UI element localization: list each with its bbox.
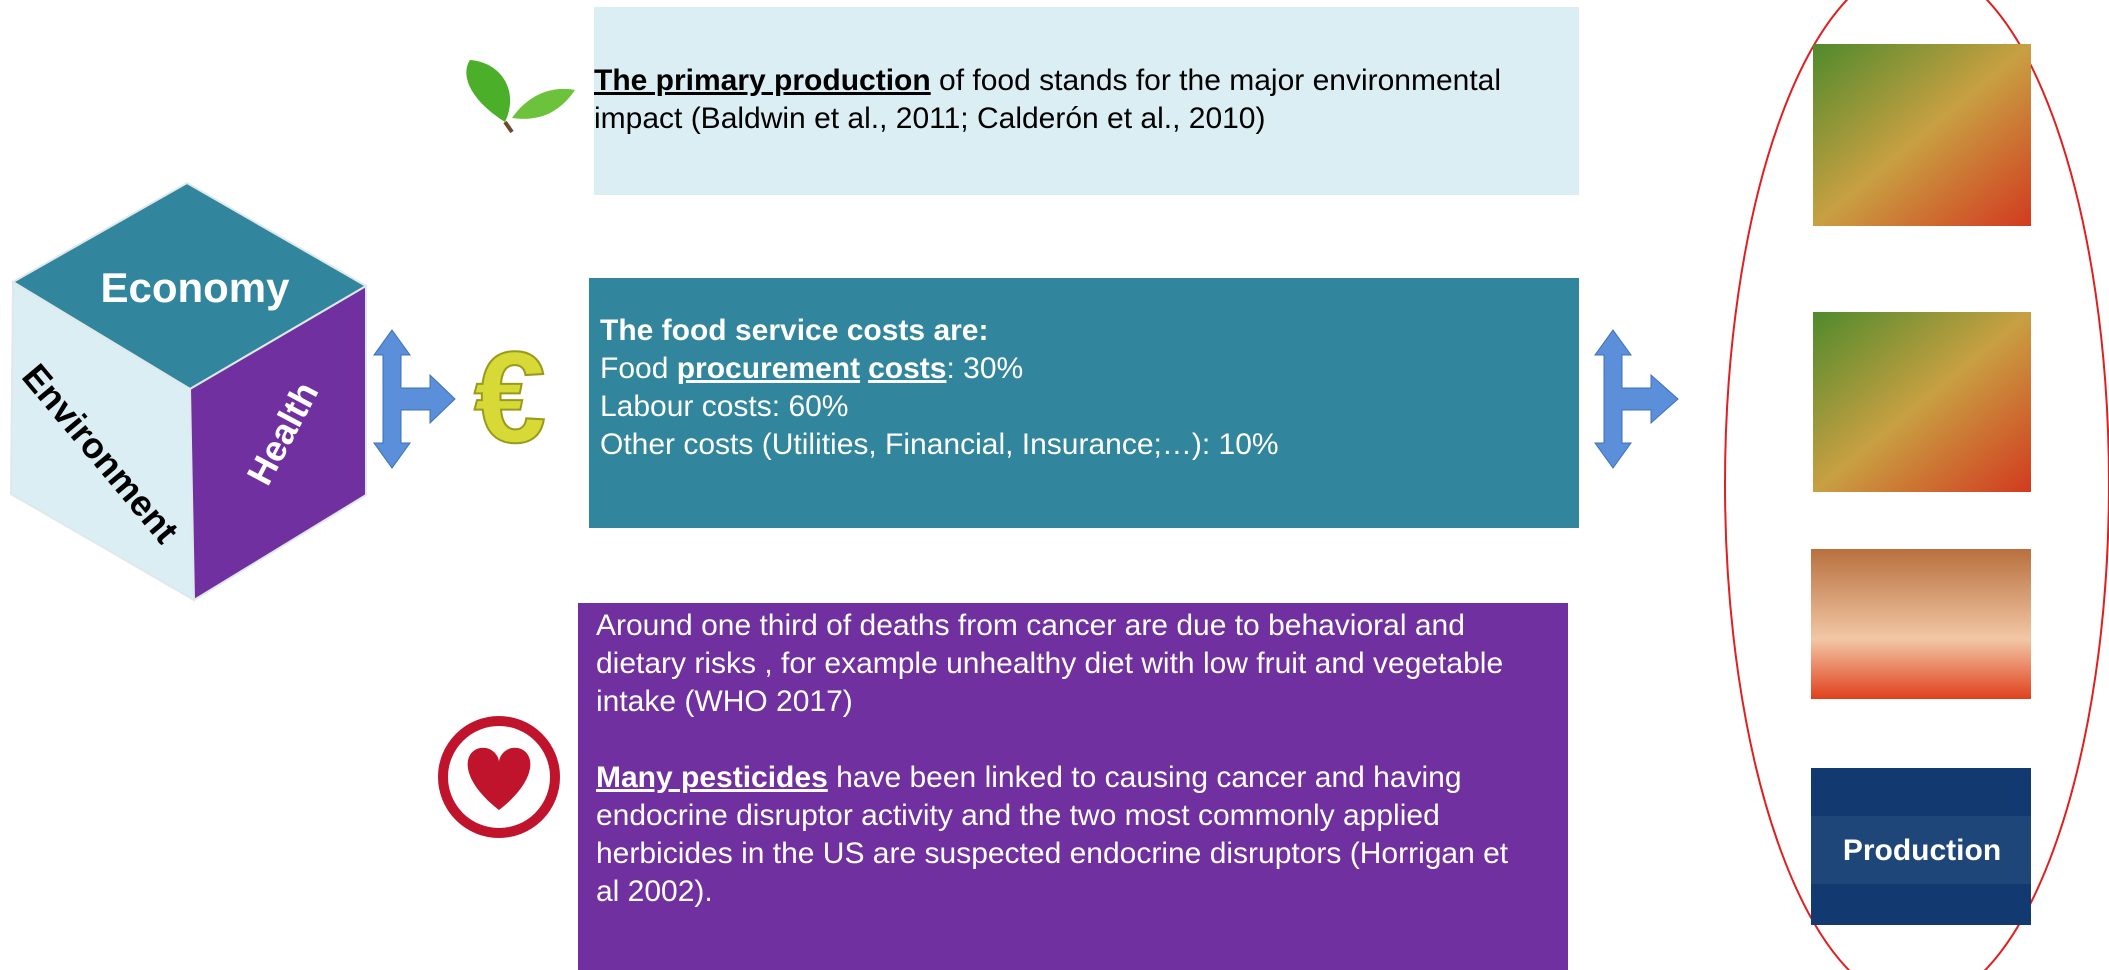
arrow	[1595, 330, 1678, 468]
environment-text: The primary production of food stands fo…	[594, 62, 1579, 138]
economy-box: The food service costs are: Food procure…	[589, 278, 1579, 528]
cube-label: Economy	[100, 264, 290, 311]
health-text: Many pesticides have been linked to caus…	[596, 759, 1538, 911]
leaf-icon	[505, 122, 512, 132]
fruit-image	[1813, 44, 2031, 226]
image-label: Production	[1843, 834, 2001, 867]
box-title: The food service costs are:	[600, 314, 988, 347]
health-box: Around one third of deaths from cancer a…	[578, 603, 1568, 970]
emphasis: Many pesticides	[596, 761, 828, 794]
health-text: Around one third of deaths from cancer a…	[596, 607, 1538, 721]
euro-icon: €	[474, 324, 546, 470]
environment-box: The primary production of food stands fo…	[594, 7, 1579, 195]
emphasis: The primary production	[594, 64, 931, 97]
leaf-icon	[466, 60, 510, 122]
arrow	[374, 330, 455, 468]
emphasis: costs	[868, 352, 946, 385]
leaf-icon	[512, 89, 575, 119]
text: : 30%	[946, 352, 1023, 385]
child-image	[1811, 549, 2031, 699]
fruit-image	[1813, 312, 2031, 492]
slide: Economy Environment Health € Production …	[0, 0, 2109, 970]
emphasis: procurement	[677, 352, 860, 385]
text: Food	[600, 352, 677, 385]
cost-line: Labour costs: 60%	[600, 388, 1579, 426]
cost-line: Other costs (Utilities, Financial, Insur…	[600, 426, 1579, 464]
